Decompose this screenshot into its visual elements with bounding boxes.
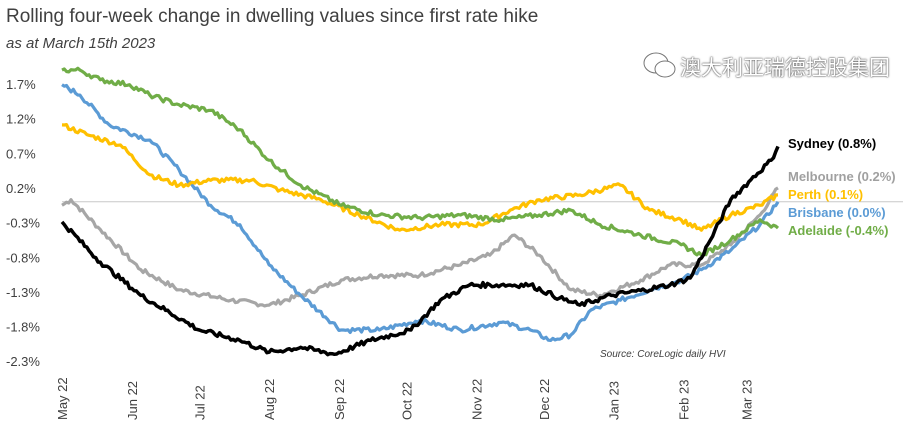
series-label-perth: Perth (0.1%) — [788, 187, 863, 202]
series-line-melbourne — [61, 186, 779, 308]
series-line-sydney — [60, 145, 780, 357]
chart-title: Rolling four-week change in dwelling val… — [6, 6, 539, 27]
x-tick-label: May 22 — [55, 377, 70, 420]
watermark: 澳大利亚瑞德控股集团 — [680, 56, 890, 80]
series-line-brisbane — [61, 83, 780, 342]
series-label-melbourne: Melbourne (0.2%) — [788, 169, 896, 184]
x-tick-label: Sep 22 — [332, 379, 347, 420]
series-label-adelaide: Adelaide (-0.4%) — [788, 223, 888, 238]
series-label-brisbane: Brisbane (0.0%) — [788, 205, 886, 220]
series-line-adelaide — [61, 66, 780, 257]
x-tick-label: Jan 23 — [607, 381, 622, 420]
y-tick-label: 0.7% — [6, 146, 36, 161]
x-tick-label: Jul 22 — [192, 385, 207, 420]
x-tick-label: Nov 22 — [469, 379, 484, 420]
x-tick-label: Oct 22 — [399, 382, 414, 420]
y-tick-label: -1.3% — [6, 285, 40, 300]
x-tick-label: Jun 22 — [125, 381, 140, 420]
y-tick-label: 0.2% — [6, 181, 36, 196]
series-line-perth — [61, 122, 779, 233]
y-tick-label: 1.7% — [6, 77, 36, 92]
x-tick-label: Feb 23 — [676, 380, 691, 420]
x-tick-label: Aug 22 — [262, 379, 277, 420]
y-tick-label: -0.3% — [6, 216, 40, 231]
y-tick-label: -2.3% — [6, 354, 40, 369]
y-tick-label: -1.8% — [6, 320, 40, 335]
chart-subtitle: as at March 15th 2023 — [6, 35, 156, 52]
wechat-icon — [643, 52, 676, 78]
y-tick-label: 1.2% — [6, 112, 36, 127]
y-tick-label: -0.8% — [6, 250, 40, 265]
x-tick-label: Dec 22 — [537, 379, 552, 420]
x-tick-label: Mar 23 — [739, 380, 754, 420]
source-note: Source: CoreLogic daily HVI — [600, 349, 726, 360]
series-label-sydney: Sydney (0.8%) — [788, 136, 876, 151]
